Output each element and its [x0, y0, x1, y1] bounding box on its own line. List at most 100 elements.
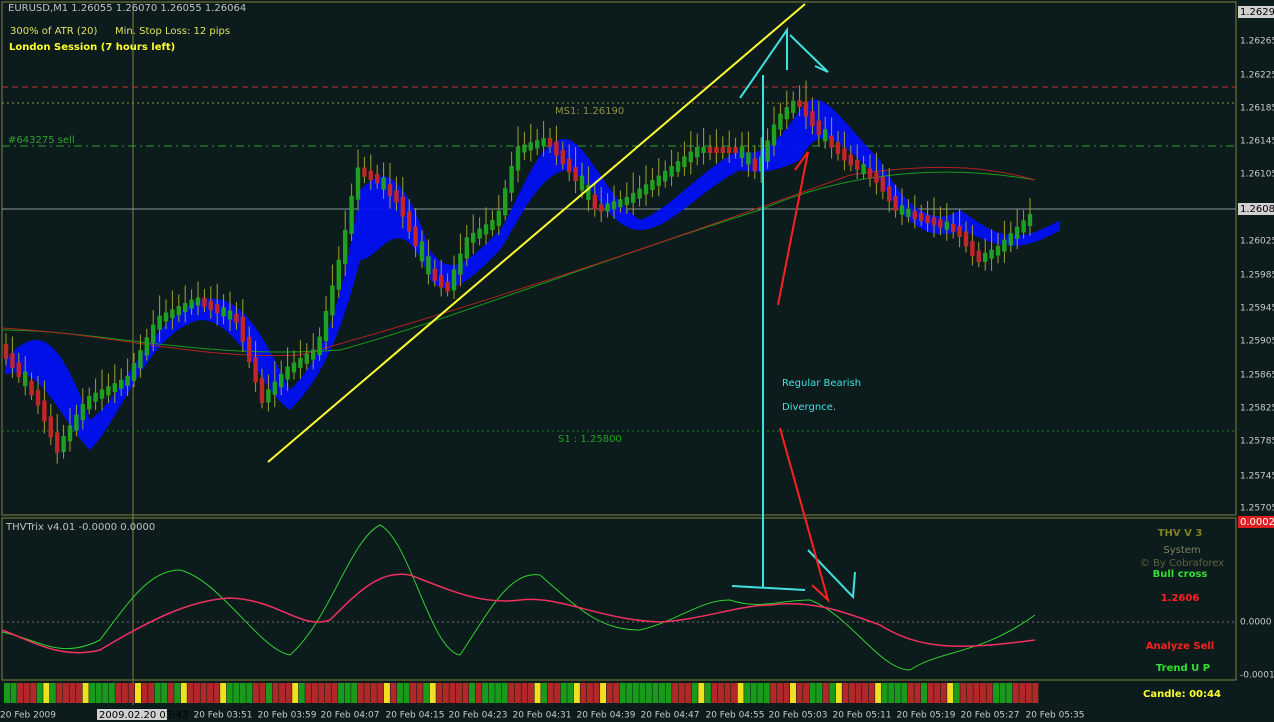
- candle: [906, 208, 911, 217]
- candle: [3, 344, 9, 359]
- time-cursor: 2009.02.20 03:43: [99, 710, 188, 721]
- candle: [266, 389, 271, 403]
- candle: [957, 225, 962, 237]
- time-label: 20 Feb 04:47: [640, 711, 699, 721]
- bar-cell: [233, 683, 240, 703]
- bar-cell: [311, 683, 318, 703]
- candle: [899, 205, 905, 215]
- bar-cell: [279, 683, 286, 703]
- candle: [400, 196, 405, 217]
- candle: [432, 268, 437, 281]
- bar-cell: [580, 683, 587, 703]
- bar-cell: [1019, 683, 1026, 703]
- bar-cell: [704, 683, 711, 703]
- candle: [752, 158, 757, 171]
- bar-cell: [803, 683, 810, 703]
- candle: [535, 140, 540, 149]
- candle: [227, 310, 233, 320]
- bar-cell: [318, 683, 325, 703]
- bar-cell: [626, 683, 633, 703]
- time-label: 20 Feb 05:27: [960, 711, 1019, 721]
- bar-cell: [829, 683, 836, 703]
- price-label: 1.26145: [1240, 137, 1274, 147]
- candle: [16, 362, 21, 377]
- candle: [727, 147, 732, 153]
- candle: [765, 140, 770, 162]
- candle: [375, 174, 380, 184]
- indicator-axis-label: -0.0001: [1240, 671, 1274, 681]
- bar-cell: [377, 683, 384, 703]
- indicator-highlight: [1238, 516, 1274, 528]
- candle: [682, 156, 687, 167]
- bar-cell: [167, 683, 174, 703]
- candle: [208, 300, 213, 310]
- candle: [291, 362, 297, 373]
- candle: [67, 425, 73, 442]
- candle: [23, 371, 28, 387]
- bar-cell: [259, 683, 266, 703]
- bar-cell: [213, 683, 220, 703]
- bar-cell: [842, 683, 849, 703]
- candle: [880, 176, 885, 192]
- bar-cell: [62, 683, 69, 703]
- bar-cell: [521, 683, 528, 703]
- bar-cell: [868, 683, 875, 703]
- bar-cell: [776, 683, 783, 703]
- candle: [925, 215, 930, 224]
- bar-cell: [226, 683, 233, 703]
- bar-cell: [442, 683, 449, 703]
- bar-cell: [403, 683, 410, 703]
- candle: [87, 395, 92, 410]
- candle: [170, 309, 175, 319]
- bar-cell: [744, 683, 751, 703]
- candle: [215, 304, 220, 314]
- candle: [1015, 226, 1020, 239]
- symbol-info: EURUSD,M1 1.26055 1.26070 1.26055 1.2606…: [8, 3, 246, 14]
- bar-cell: [36, 683, 43, 703]
- bar-cell: [49, 683, 56, 703]
- bar-cell: [174, 683, 181, 703]
- annotation: Divergnce.: [782, 402, 836, 413]
- bar-cell: [344, 683, 351, 703]
- arrow: [789, 34, 829, 73]
- candle: [618, 199, 623, 208]
- candle: [151, 324, 156, 343]
- bar-cell: [324, 683, 331, 703]
- color-bar: [4, 683, 1039, 703]
- candle: [35, 389, 41, 406]
- candle: [61, 436, 66, 452]
- candle: [509, 165, 514, 193]
- candle: [663, 170, 668, 182]
- bar-cell: [921, 683, 927, 703]
- bar-cell: [986, 683, 993, 703]
- stop-loss-label: Min. Stop Loss: 12 pips: [115, 26, 230, 37]
- candle: [272, 381, 277, 395]
- arrow: [739, 26, 788, 99]
- candle: [938, 219, 943, 228]
- time-label: 20 Feb 04:15: [385, 711, 444, 721]
- bar-cell: [652, 683, 659, 703]
- atr-label: 300% of ATR (20): [10, 26, 98, 37]
- bar-cell: [632, 683, 639, 703]
- candle: [496, 210, 501, 226]
- bar-cell: [737, 683, 744, 703]
- bar-cell: [161, 683, 168, 703]
- candle: [733, 147, 738, 153]
- bar-cell: [508, 683, 515, 703]
- bar-cell: [141, 683, 148, 703]
- candle: [650, 180, 655, 191]
- bar-cell: [397, 683, 403, 703]
- candle: [74, 414, 79, 431]
- candle: [42, 400, 47, 422]
- bar-cell: [410, 683, 417, 703]
- candle: [349, 195, 354, 234]
- signal-price: 1.2606: [1161, 593, 1200, 604]
- price-label: 1.25705: [1240, 504, 1274, 514]
- bar-cell: [645, 683, 652, 703]
- bar-cell: [665, 683, 672, 703]
- divergence-line: [731, 585, 806, 591]
- bar-cell: [593, 683, 600, 703]
- candle: [893, 195, 898, 211]
- candle: [394, 190, 399, 203]
